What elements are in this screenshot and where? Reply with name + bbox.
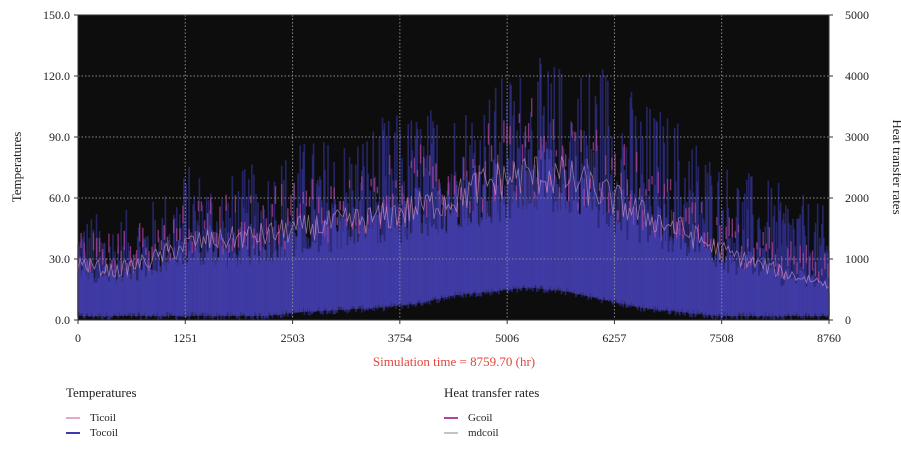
- legend-label-ticoil: Ticoil: [90, 411, 116, 424]
- x-tick-label: 6257: [602, 331, 626, 345]
- legend-entry-gcoil: Gcoil: [444, 410, 539, 425]
- y-left-tick-label: 60.0: [49, 191, 70, 205]
- legend-entry-mdcoil: mdcoil: [444, 425, 539, 440]
- y-right-tick-label: 2000: [845, 191, 869, 205]
- y-left-tick-label: 30.0: [49, 252, 70, 266]
- legend-title-temperatures: Temperatures: [66, 385, 137, 400]
- simulation-time-annotation: Simulation time = 8759.70 (hr): [373, 354, 535, 369]
- y-right-tick-label: 0: [845, 313, 851, 327]
- axis-ticks: 0 1251 2503 3754 5006 6257 7508 8760 0.0 30.0 60.0…: [43, 8, 869, 345]
- legend-title-heat-transfer-rates: Heat transfer rates: [444, 385, 540, 400]
- legend-temperatures: Temperatures Ticoil Tocoil: [66, 385, 137, 440]
- x-tick-label: 3754: [388, 331, 412, 345]
- y-left-tick-label: 90.0: [49, 130, 70, 144]
- ticoil-line: [77, 155, 830, 290]
- x-tick-label: 1251: [173, 331, 197, 345]
- x-tick-label: 8760: [817, 331, 841, 345]
- x-tick-label: 5006: [495, 331, 519, 345]
- legend-entry-ticoil: Ticoil: [66, 410, 137, 425]
- plot-frame: [77, 14, 830, 321]
- y-right-tick-label: 1000: [845, 252, 869, 266]
- legend-swatch-ticoil: [66, 416, 80, 419]
- legend-label-mdcoil: mdcoil: [468, 426, 499, 439]
- legend-label-tocoil: Tocoil: [90, 426, 118, 439]
- y-right-tick-label: 5000: [845, 8, 869, 22]
- x-tick-label: 2503: [281, 331, 305, 345]
- x-tick-label: 0: [75, 331, 81, 345]
- legend-swatch-mdcoil: [444, 431, 458, 434]
- x-tick-label: 7508: [710, 331, 734, 345]
- legend-label-gcoil: Gcoil: [468, 411, 493, 424]
- y-left-tick-label: 150.0: [43, 8, 70, 22]
- y-left-axis-title: Temperatures: [9, 132, 24, 203]
- legend-swatch-tocoil: [66, 431, 80, 434]
- y-left-tick-label: 120.0: [43, 69, 70, 83]
- series-marks: [77, 57, 830, 320]
- y-right-tick-label: 4000: [845, 69, 869, 83]
- grid-lines: [78, 15, 829, 320]
- y-left-tick-label: 0.0: [55, 313, 70, 327]
- y-right-tick-label: 3000: [845, 130, 869, 144]
- y-right-axis-title: Heat transfer rates: [890, 119, 901, 214]
- legend-entry-tocoil: Tocoil: [66, 425, 137, 440]
- legend-swatch-gcoil: [444, 416, 458, 419]
- legend-heat-transfer-rates: Heat transfer rates Gcoil mdcoil: [444, 385, 539, 440]
